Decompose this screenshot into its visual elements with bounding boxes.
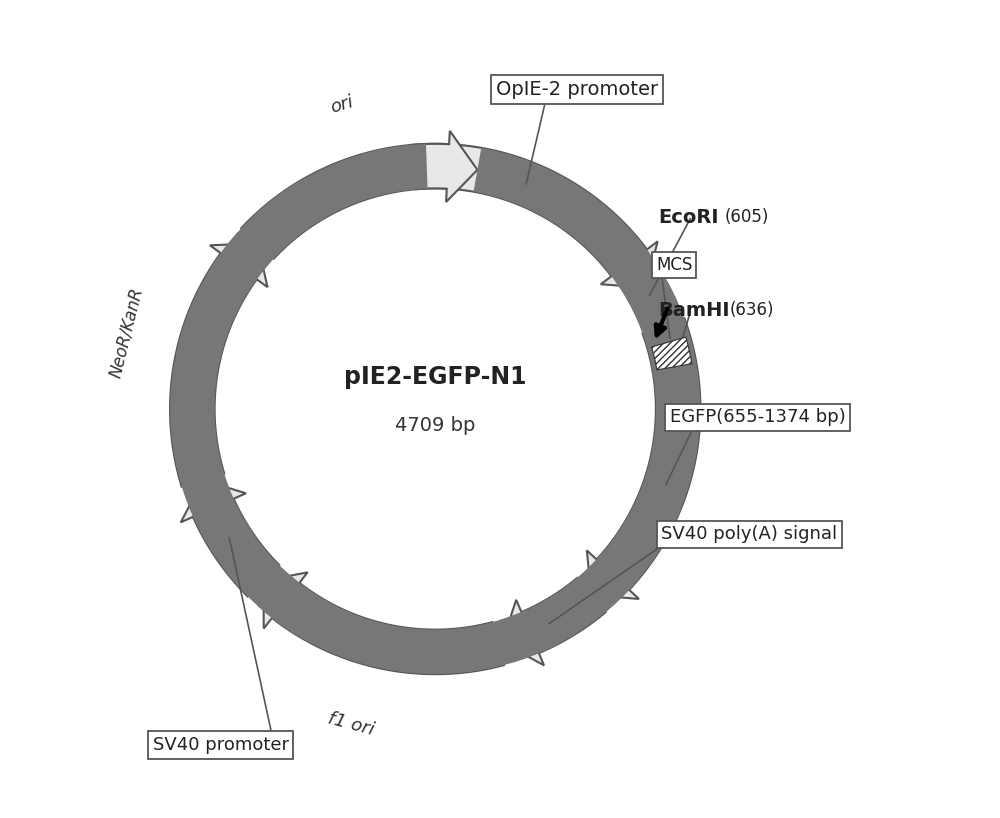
Text: f1 ori: f1 ori	[326, 709, 376, 739]
Text: pIE2-EGFP-N1: pIE2-EGFP-N1	[344, 365, 526, 389]
Polygon shape	[170, 243, 268, 487]
Polygon shape	[502, 578, 606, 665]
Polygon shape	[412, 144, 658, 288]
Polygon shape	[210, 231, 271, 292]
Text: SV40 promoter: SV40 promoter	[153, 736, 289, 754]
Polygon shape	[181, 480, 279, 596]
Text: BamHI: BamHI	[658, 301, 729, 320]
Text: (636): (636)	[729, 301, 774, 319]
Polygon shape	[170, 145, 700, 674]
Polygon shape	[258, 573, 332, 643]
Polygon shape	[500, 596, 576, 663]
Text: SV40 poly(A) signal: SV40 poly(A) signal	[661, 525, 837, 543]
Text: NeoR/KanR: NeoR/KanR	[107, 285, 147, 379]
Polygon shape	[263, 573, 504, 674]
Polygon shape	[362, 144, 428, 197]
Text: (605): (605)	[725, 208, 769, 226]
Text: MCS: MCS	[656, 256, 692, 274]
Text: EGFP(655-1374 bp): EGFP(655-1374 bp)	[670, 408, 845, 426]
Text: EcoRI: EcoRI	[658, 208, 718, 227]
Polygon shape	[652, 337, 692, 370]
Text: OpIE-2 promoter: OpIE-2 promoter	[496, 79, 658, 99]
Text: 4709 bp: 4709 bp	[395, 416, 475, 434]
Polygon shape	[587, 318, 700, 599]
Polygon shape	[251, 179, 325, 250]
Polygon shape	[241, 131, 477, 258]
Text: ori: ori	[329, 93, 356, 117]
Polygon shape	[577, 492, 681, 612]
